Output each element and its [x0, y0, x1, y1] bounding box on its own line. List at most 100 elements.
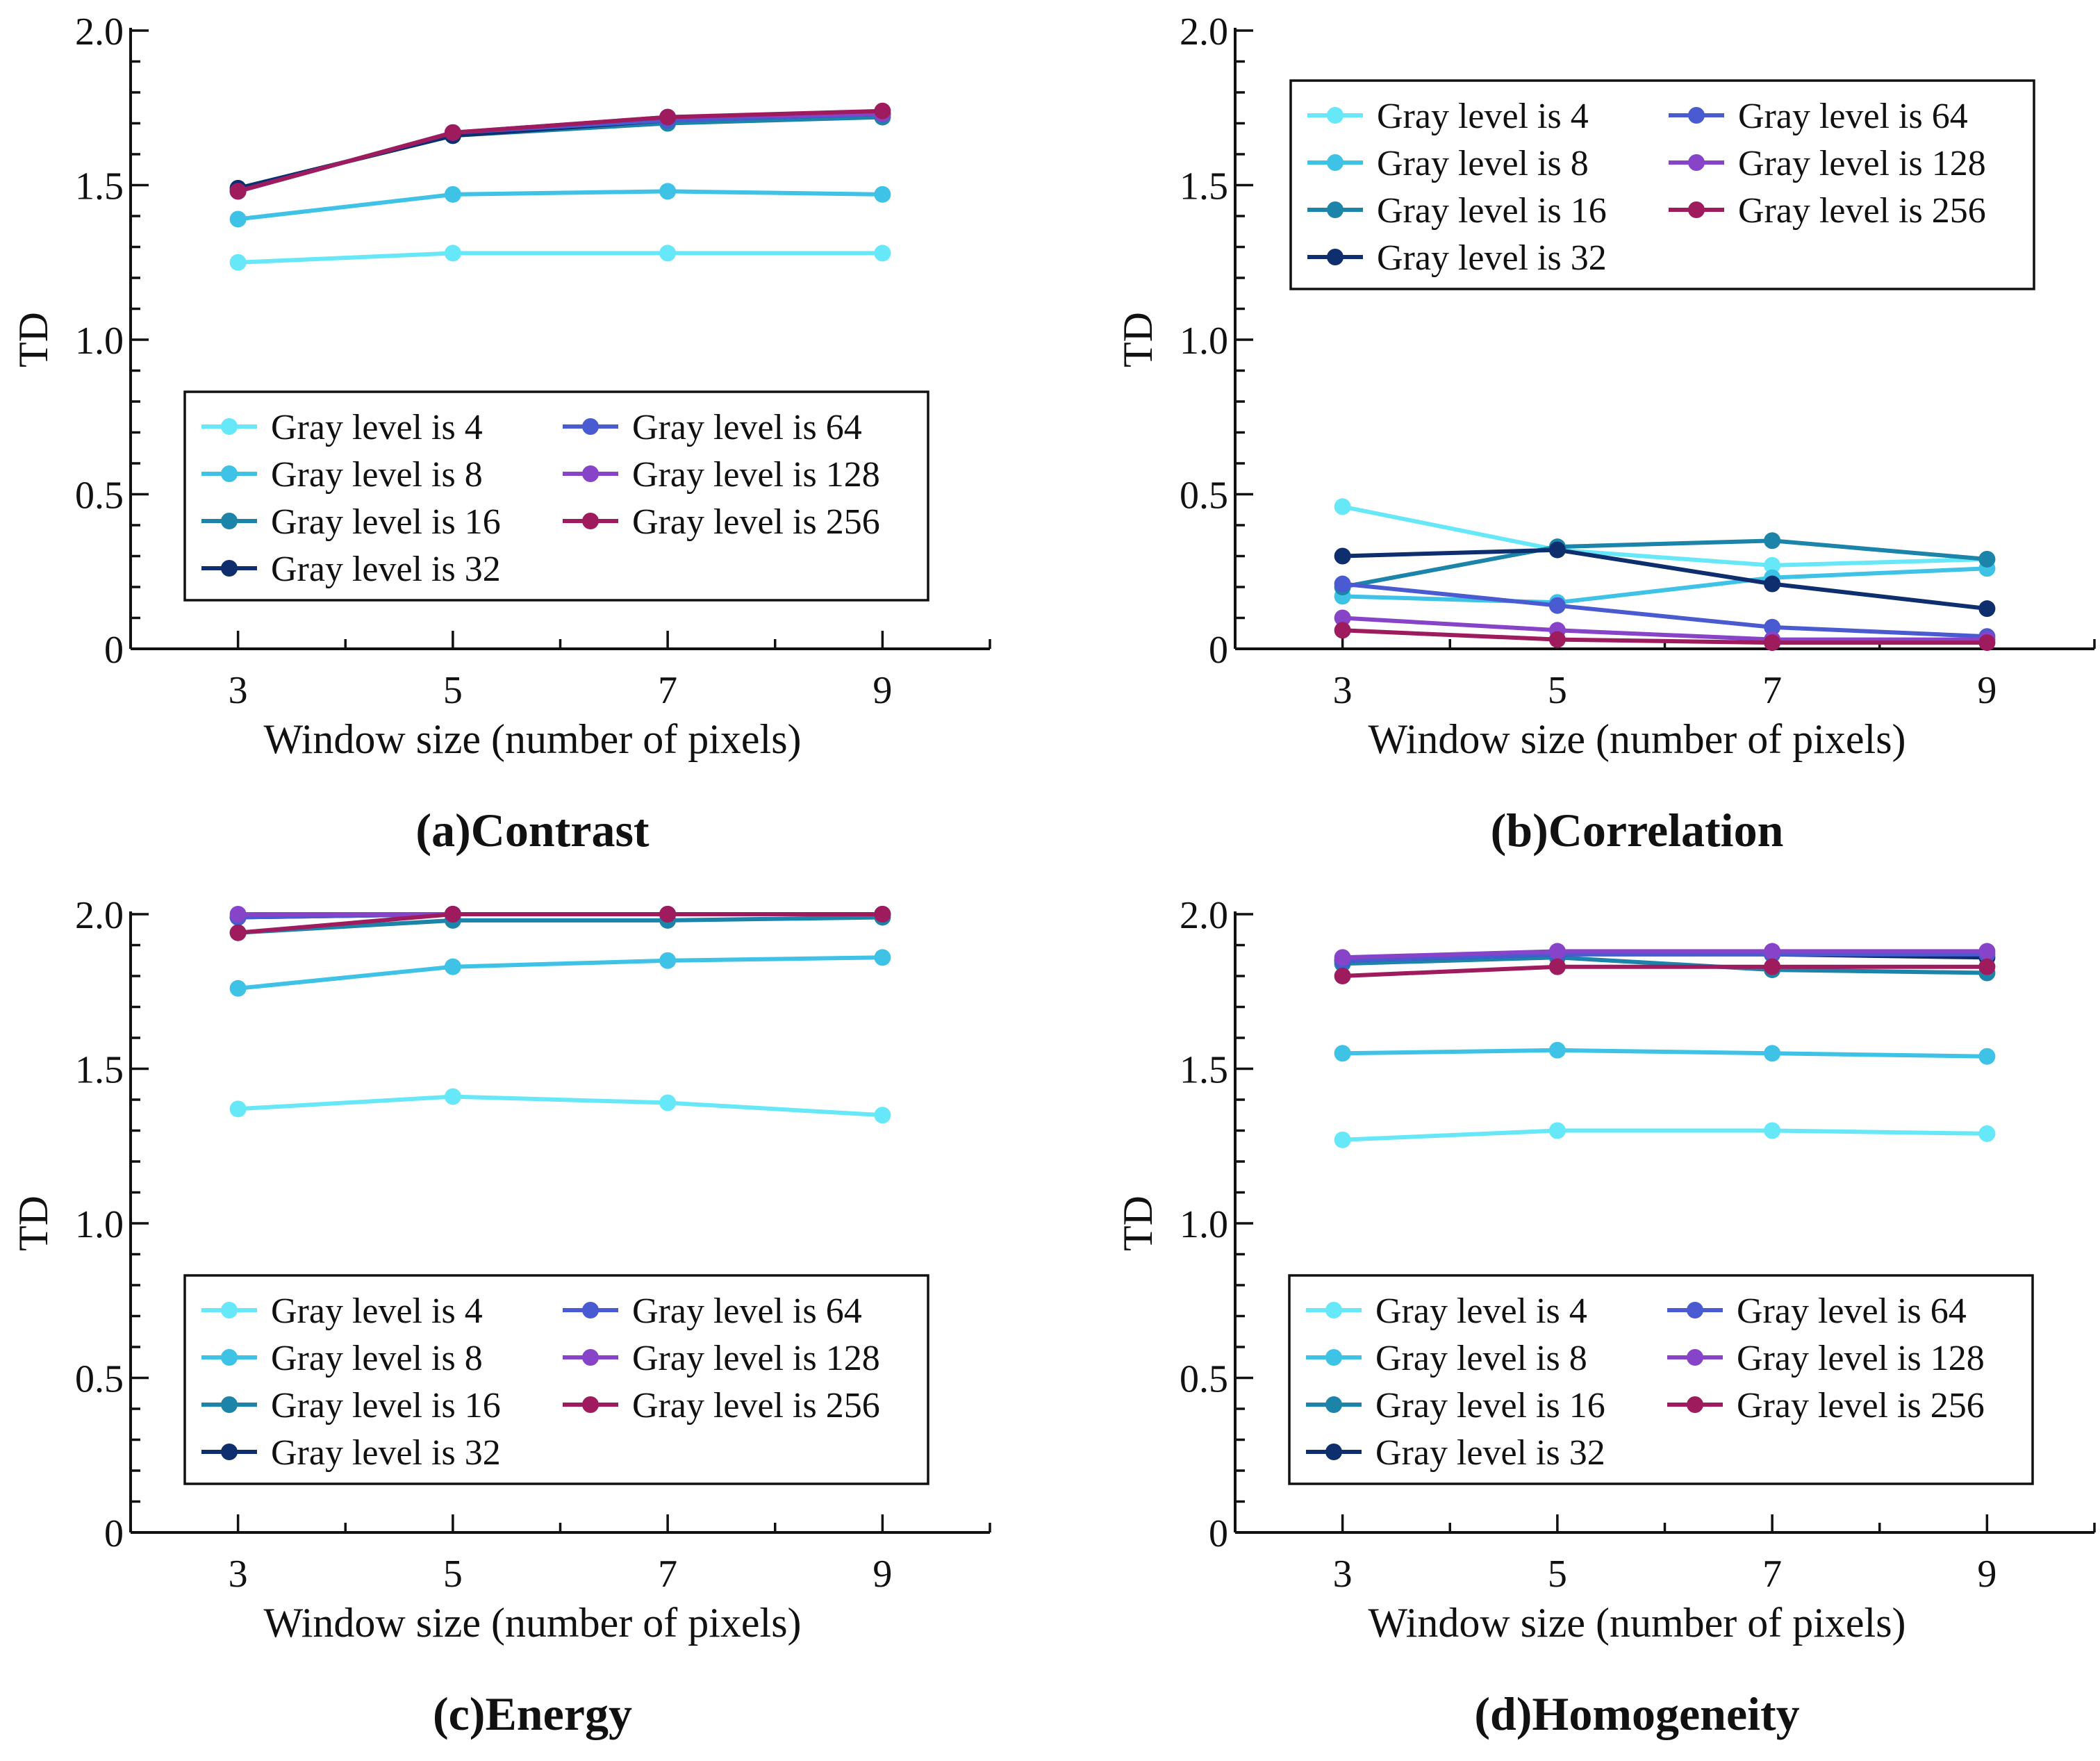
series-line: [1342, 615, 1987, 642]
series-line: [238, 955, 883, 991]
series-gray-level-is-4: [229, 245, 891, 271]
y-tick-label: 2.0: [1180, 894, 1228, 937]
x-tick-label: 3: [229, 669, 248, 712]
legend-swatch-marker: [1325, 1396, 1342, 1413]
legend-swatch-marker: [1327, 249, 1343, 265]
data-point: [1978, 1048, 1996, 1065]
y-axis-label: TD: [10, 312, 56, 367]
x-tick-label: 7: [1762, 669, 1782, 712]
data-point: [1548, 943, 1566, 960]
series-gray-level-is-8: [229, 183, 891, 228]
y-tick-label: 0: [104, 1512, 124, 1555]
series-gray-level-is-8: [229, 949, 891, 997]
legend-swatch-marker: [1327, 201, 1343, 218]
y-tick-label: 0.5: [75, 1358, 124, 1401]
legend-entry-label: Gray level is 128: [1737, 1339, 1985, 1378]
data-point: [1334, 547, 1351, 565]
series-line: [1342, 628, 1987, 645]
legend-swatch-marker: [1687, 1302, 1703, 1318]
data-point: [1978, 1125, 1996, 1142]
panel-caption: (d)Homogeneity: [1474, 1687, 1799, 1740]
legend-swatch-marker: [221, 1349, 238, 1366]
series-line: [1342, 955, 1987, 975]
data-point: [1334, 609, 1351, 627]
data-point: [659, 906, 677, 923]
legend-entry-label: Gray level is 256: [1737, 1386, 1985, 1425]
series-gray-level-is-4: [1334, 1122, 1996, 1148]
data-point: [444, 124, 461, 141]
data-point: [1548, 631, 1566, 648]
legend-entry-label: Gray level is 4: [271, 408, 483, 447]
y-tick-label: 2.0: [75, 10, 124, 53]
x-tick-label: 9: [873, 669, 892, 712]
data-point: [444, 245, 461, 262]
data-point: [874, 185, 891, 203]
legend-swatch-marker: [582, 1302, 599, 1318]
legend-entry-label: Gray level is 8: [1377, 144, 1589, 183]
legend: Gray level is 4 Gray level is 8 Gray level…: [1289, 79, 2035, 290]
data-point: [444, 1088, 461, 1105]
data-point: [229, 254, 247, 271]
data-point: [1764, 618, 1781, 636]
data-point: [1334, 949, 1351, 966]
data-point: [444, 906, 461, 923]
y-tick-label: 1.5: [1180, 165, 1228, 208]
legend-entry-label: Gray level is 32: [271, 1433, 501, 1473]
legend-entry-label: Gray level is 128: [1738, 144, 1986, 183]
legend-entry-label: Gray level is 16: [271, 1386, 501, 1425]
legend-swatch-marker: [221, 560, 238, 577]
y-tick-label: 1.5: [1180, 1049, 1228, 1092]
series-line: [1342, 581, 1987, 639]
legend-swatch-marker: [221, 418, 238, 435]
series-line: [238, 189, 883, 222]
legend: Gray level is 4 Gray level is 8 Gray level…: [183, 1274, 929, 1485]
legend: Gray level is 4 Gray level is 8 Gray level…: [183, 390, 929, 602]
data-point: [1978, 634, 1996, 652]
y-axis-label: TD: [1115, 1196, 1161, 1251]
x-tick-label: 7: [658, 669, 677, 712]
x-tick-label: 5: [443, 1553, 463, 1596]
series-line: [1342, 1048, 1987, 1059]
data-point: [874, 245, 891, 262]
series-line: [1342, 547, 1987, 611]
x-axis-label: Window size (number of pixels): [1368, 1600, 1905, 1646]
legend-entry-label: Gray level is 16: [1375, 1386, 1605, 1425]
data-point: [1978, 550, 1996, 568]
x-tick-label: 3: [1333, 1553, 1353, 1596]
series-line: [1342, 504, 1987, 568]
legend-swatch-marker: [1325, 1302, 1342, 1318]
data-point: [1764, 575, 1781, 593]
data-point: [874, 906, 891, 923]
legend-entry-label: Gray level is 4: [1375, 1291, 1587, 1331]
data-point: [659, 108, 677, 126]
x-tick-label: 9: [873, 1553, 892, 1596]
series-line: [1342, 949, 1987, 960]
data-point: [444, 958, 461, 975]
chart-panel-3: 0 0.5 1.0 1.5 2.0 3 5 7 9 Window size (number of …: [10, 894, 991, 1740]
data-point: [1548, 1122, 1566, 1139]
y-tick-label: 1.0: [1180, 1203, 1228, 1246]
y-tick-label: 1.0: [75, 1203, 124, 1246]
data-point: [1548, 597, 1566, 614]
legend-swatch-marker: [582, 1396, 599, 1413]
chart-panel-4: 0 0.5 1.0 1.5 2.0 3 5 7 9 Window size (number of …: [1115, 894, 2096, 1740]
x-tick-label: 5: [443, 669, 463, 712]
series-line: [238, 1094, 883, 1118]
legend-box: [1289, 79, 2035, 290]
x-axis-label: Window size (number of pixels): [1368, 716, 1905, 762]
x-tick-label: 9: [1977, 669, 1996, 712]
legend-entry-label: Gray level is 32: [1375, 1433, 1605, 1473]
y-tick-label: 1.0: [75, 320, 124, 363]
legend-entry-label: Gray level is 32: [1377, 238, 1607, 278]
legend-entry-label: Gray level is 8: [1375, 1339, 1587, 1378]
series-gray-level-is-128: [1334, 943, 1996, 966]
chart-panel-2: 0 0.5 1.0 1.5 2.0 3 5 7 9 Window size (number of …: [1115, 10, 2096, 857]
legend-entry-label: Gray level is 8: [271, 1339, 483, 1378]
legend-entry-label: Gray level is 64: [632, 1291, 862, 1331]
y-tick-label: 1.0: [1180, 320, 1228, 363]
data-point: [1334, 498, 1351, 515]
y-tick-label: 2.0: [75, 894, 124, 937]
y-tick-label: 0.5: [1180, 474, 1228, 518]
series-line: [238, 251, 883, 265]
